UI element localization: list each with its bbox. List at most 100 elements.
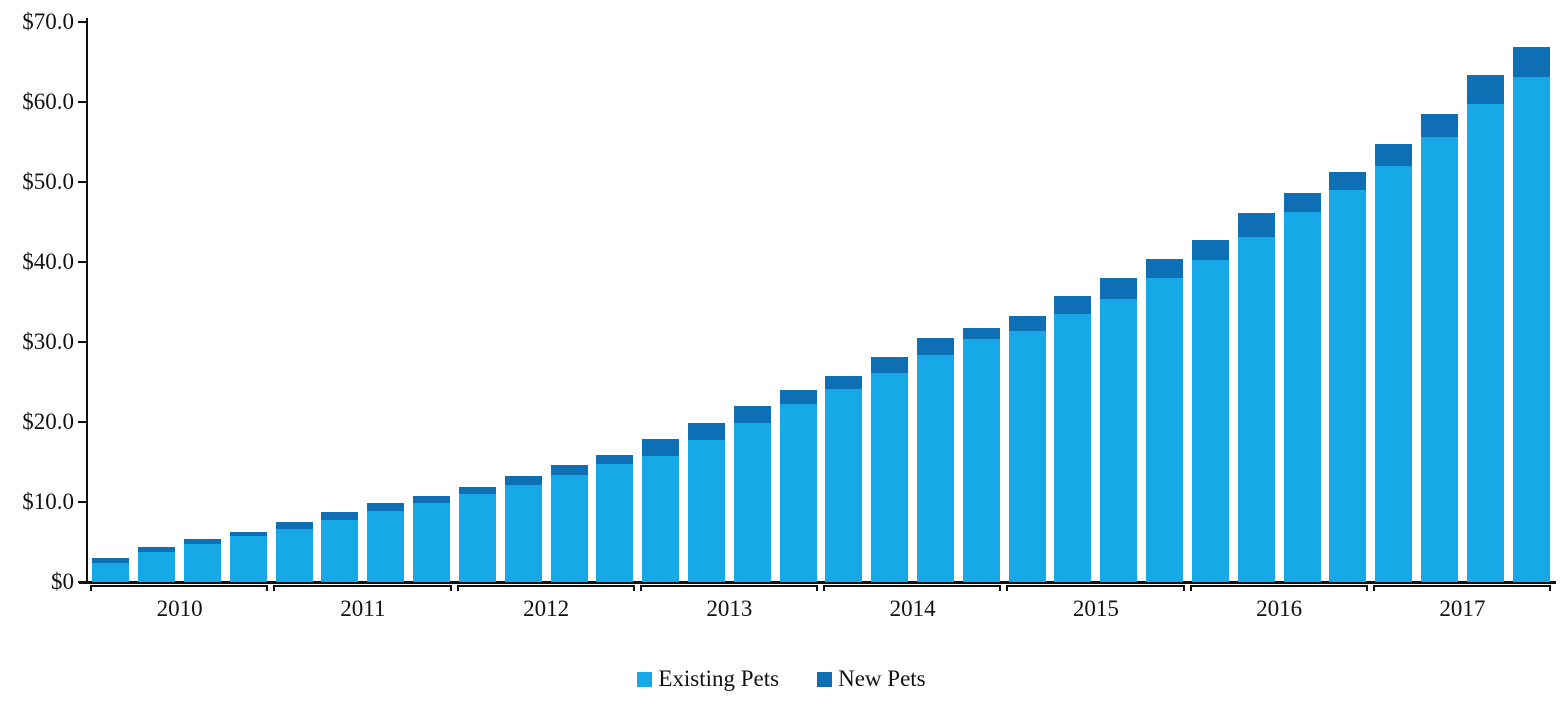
bar-2012-q2: [504, 476, 542, 582]
x-axis-line: [79, 581, 1556, 584]
bar-2014-q1: [825, 376, 863, 582]
legend-swatch-existing-pets-icon: [637, 671, 653, 687]
y-axis-label: $30.0: [22, 329, 74, 354]
bar-2011-q4: [413, 496, 451, 582]
bar-2016-q3: [1283, 193, 1321, 582]
bar-2011-q1: [275, 522, 313, 582]
bar-2015-q1: [1008, 315, 1046, 582]
y-axis-line: [86, 18, 88, 583]
bar-2015-q4: [1146, 258, 1184, 582]
y-axis-tick: [78, 21, 87, 23]
bar-segment-new-pets: [92, 558, 130, 563]
y-axis-tick: [78, 501, 87, 503]
bar-segment-new-pets: [458, 486, 496, 494]
y-axis-tick: [78, 101, 87, 103]
bar-segment-new-pets: [1283, 193, 1321, 213]
bar-segment-new-pets: [1329, 171, 1367, 190]
bar-2013-q1: [642, 438, 680, 582]
bar-2017-q4: [1512, 46, 1550, 582]
bar-2015-q2: [1054, 295, 1092, 582]
x-axis-year-label: 2017: [1439, 596, 1486, 621]
bar-2013-q4: [779, 390, 817, 582]
bar-segment-new-pets: [1008, 315, 1046, 331]
bar-2017-q1: [1375, 143, 1413, 582]
bar-segment-new-pets: [733, 406, 771, 423]
bar-2010-q4: [229, 531, 267, 582]
legend-item-new-pets: New Pets: [817, 666, 926, 692]
bar-segment-new-pets: [642, 438, 680, 457]
bar-segment-new-pets: [1146, 258, 1184, 278]
y-axis-label: $60.0: [22, 89, 74, 114]
bar-segment-new-pets: [779, 390, 817, 404]
y-axis-tick: [78, 261, 87, 263]
bar-segment-new-pets: [229, 531, 267, 537]
bar-segment-new-pets: [917, 338, 955, 355]
year-group-bracket: [1372, 585, 1551, 591]
bar-segment-new-pets: [413, 496, 451, 503]
bar-2012-q3: [550, 465, 588, 582]
year-group-bracket: [90, 585, 269, 591]
bar-segment-new-pets: [1237, 213, 1275, 238]
bar-segment-new-pets: [1191, 239, 1229, 260]
x-axis-year-label: 2011: [340, 596, 386, 621]
year-group-bracket: [1189, 585, 1368, 591]
bar-segment-new-pets: [184, 538, 222, 544]
bar-2014-q2: [871, 357, 909, 582]
bar-segment-new-pets: [687, 422, 725, 441]
x-axis-year-label: 2013: [706, 596, 753, 621]
bar-segment-new-pets: [1420, 114, 1458, 138]
bar-segment-new-pets: [275, 522, 313, 530]
bar-2010-q2: [138, 546, 176, 582]
y-axis-tick: [78, 421, 87, 423]
y-axis-label: $0: [51, 569, 74, 594]
legend-label-new-pets: New Pets: [838, 666, 926, 691]
bar-segment-new-pets: [1375, 143, 1413, 166]
bar-segment-new-pets: [321, 511, 359, 520]
bar-segment-new-pets: [138, 546, 176, 552]
bar-segment-new-pets: [825, 376, 863, 390]
bar-segment-new-pets: [550, 465, 588, 475]
legend: Existing Pets New Pets: [0, 666, 1563, 692]
bar-2016-q1: [1191, 239, 1229, 582]
bar-segment-new-pets: [1100, 278, 1138, 299]
bar-segment-new-pets: [504, 476, 542, 486]
legend-item-existing-pets: Existing Pets: [637, 666, 779, 692]
y-axis-label: $40.0: [22, 249, 74, 274]
y-axis-label: $70.0: [22, 9, 74, 34]
year-group-bracket: [823, 585, 1002, 591]
y-axis-tick: [78, 341, 87, 343]
bar-segment-new-pets: [1054, 295, 1092, 314]
x-axis-year-label: 2012: [523, 596, 570, 621]
bar-segment-new-pets: [1512, 46, 1550, 78]
y-axis-label: $10.0: [22, 489, 74, 514]
bar-2012-q4: [596, 454, 634, 582]
bar-2013-q3: [733, 406, 771, 582]
x-axis-year-label: 2014: [889, 596, 936, 621]
bar-2017-q2: [1420, 114, 1458, 582]
bar-2010-q3: [184, 538, 222, 582]
legend-swatch-new-pets-icon: [817, 671, 833, 687]
y-axis-label: $50.0: [22, 169, 74, 194]
bar-2012-q1: [458, 486, 496, 582]
year-group-bracket: [456, 585, 635, 591]
bar-segment-new-pets: [962, 327, 1000, 339]
x-axis-year-label: 2010: [156, 596, 203, 621]
bar-2015-q3: [1100, 278, 1138, 582]
bar-2014-q4: [962, 327, 1000, 582]
x-axis-year-label: 2016: [1256, 596, 1303, 621]
y-axis-tick: [78, 181, 87, 183]
bar-segment-new-pets: [1466, 74, 1504, 105]
year-group-bracket: [639, 585, 818, 591]
x-axis-year-label: 2015: [1072, 596, 1119, 621]
bar-2011-q2: [321, 511, 359, 582]
bar-2010-q1: [92, 558, 130, 582]
legend-label-existing-pets: Existing Pets: [658, 666, 780, 691]
bar-2011-q3: [367, 502, 405, 582]
bar-2014-q3: [917, 338, 955, 582]
bar-segment-new-pets: [871, 357, 909, 374]
bar-2016-q4: [1329, 171, 1367, 582]
bar-2013-q2: [687, 422, 725, 582]
bar-2016-q2: [1237, 213, 1275, 582]
y-axis-tick: [78, 581, 87, 583]
